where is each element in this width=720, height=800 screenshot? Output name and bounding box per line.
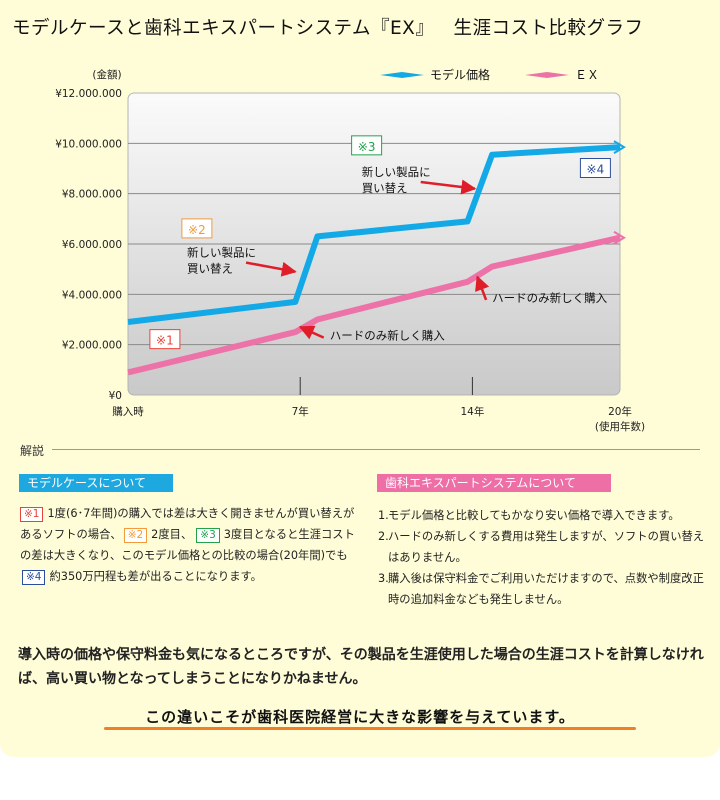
note-label: ※1 <box>156 334 174 348</box>
closing-message: この違いこそが歯科医院経営に大きな影響を与えています。 <box>145 708 575 726</box>
note-box <box>351 135 383 156</box>
series-end-arrow-1 <box>613 140 626 154</box>
note-label: ※3 <box>358 140 376 154</box>
note-tag-3: ※3 <box>196 528 220 543</box>
y-tick-label: ¥2.000.000 <box>62 340 122 352</box>
list-item-text: ハードのみ新しくする費用は発生しますが、ソフトの買い替えはありません。 <box>388 530 705 564</box>
y-tick-label: ¥6.000.000 <box>62 239 122 251</box>
list-item: 3. 購入後は保守料金でご利用いただけますので、点数や制度改正時の追加料金なども発… <box>378 568 708 610</box>
series-end-arrow-2 <box>613 230 626 245</box>
note-box <box>579 158 611 178</box>
model-case-header: モデルケースについて <box>19 474 173 492</box>
series-line-1 <box>127 144 621 325</box>
note-tag-2: ※2 <box>123 528 148 543</box>
model-case-text-1: 1度(6･7年間)の購入では差は大きく開きませんが買い替えがあるソフトの場合、 <box>20 507 355 541</box>
note-label: ※2 <box>188 223 206 237</box>
annotation-text: 新しい製品に買い替え <box>187 246 256 276</box>
page-title: モデルケースと歯科エキスパートシステム『EX』 生涯コスト比較グラフ <box>12 18 644 39</box>
model-case-text-2: 2度目、 <box>151 528 193 541</box>
legend-swatch-2 <box>525 72 569 78</box>
list-item: 2. ハードのみ新しくする費用は発生しますが、ソフトの買い替えはありません。 <box>378 526 708 568</box>
note-tag-4: ※4 <box>22 570 46 585</box>
annotation-text: ハードのみ新しく購入 <box>492 291 607 305</box>
content-panel: モデルケースと歯科エキスパートシステム『EX』 生涯コスト比較グラフ ※1 ※2 ※… <box>0 0 720 757</box>
section-divider <box>52 449 700 450</box>
annotation-arrow <box>420 179 477 195</box>
ex-system-list: 1. モデル価格と比較してもかなり安い価格で導入できます。 2. ハードのみ新しくす… <box>378 505 708 610</box>
x-axis-label: (使用年数) <box>595 420 645 433</box>
x-tick-label: 購入時 <box>112 405 144 418</box>
list-item: 1. モデル価格と比較してもかなり安い価格で導入できます。 <box>378 505 708 526</box>
y-tick-label: ¥8.000.000 <box>62 189 122 201</box>
list-item-number: 2. <box>378 530 389 543</box>
section-label: 解説 <box>20 444 45 458</box>
ex-system-header: 歯科エキスパートシステムについて <box>377 474 611 492</box>
list-item-number: 3. <box>378 572 389 585</box>
list-item-text: 購入後は保守料金でご利用いただけますので、点数や制度改正時の追加料金なども発生し… <box>388 572 704 606</box>
note-tag-1: ※1 <box>20 507 44 522</box>
closing-underline <box>104 727 636 730</box>
note-box <box>149 329 181 350</box>
annotation-arrow <box>475 275 490 301</box>
x-tick-label: 20年 <box>608 405 632 418</box>
y-tick-label: ¥4.000.000 <box>62 289 122 301</box>
annotation-arrow <box>245 261 297 277</box>
series-line-2 <box>127 234 621 376</box>
annotation-text: ハードのみ新しく購入 <box>330 329 445 343</box>
legend-label-2: ＥＸ <box>575 68 599 82</box>
y-axis-label: (金額) <box>92 68 121 81</box>
model-case-text-4: 約350万円程も差が出ることになります。 <box>49 570 262 583</box>
y-tick-label: ¥0 <box>109 390 122 402</box>
list-item-text: モデル価格と比較してもかなり安い価格で導入できます。 <box>388 509 680 522</box>
x-tick-label: 7年 <box>292 405 309 418</box>
annotation-text: 新しい製品に買い替え <box>362 165 431 195</box>
cost-comparison-chart: ※1※2※3※4新しい製品に買い替え新しい製品に買い替えハードのみ新しく購入ハー… <box>55 67 645 433</box>
note-box <box>181 218 213 239</box>
summary-text: 導入時の価格や保守料金も気になるところですが、その製品を生涯使用した場合の生涯コ… <box>18 647 704 687</box>
model-case-description: ※1 1度(6･7年間)の購入では差は大きく開きませんが買い替えがあるソフトの場合… <box>20 503 358 587</box>
note-label: ※4 <box>587 163 605 177</box>
model-case-text-3: 3度目となると生涯コストの差は大きくなり、このモデル価格との比較の場合(20年間… <box>20 528 355 562</box>
legend-swatch-1 <box>380 72 424 78</box>
legend-label-1: モデル価格 <box>430 67 490 82</box>
y-tick-label: ¥12.000.000 <box>55 88 122 100</box>
x-tick-label: 14年 <box>460 405 484 418</box>
list-item-number: 1. <box>378 509 389 522</box>
annotation-arrow <box>298 325 325 340</box>
y-tick-label: ¥10.000.000 <box>55 138 122 150</box>
